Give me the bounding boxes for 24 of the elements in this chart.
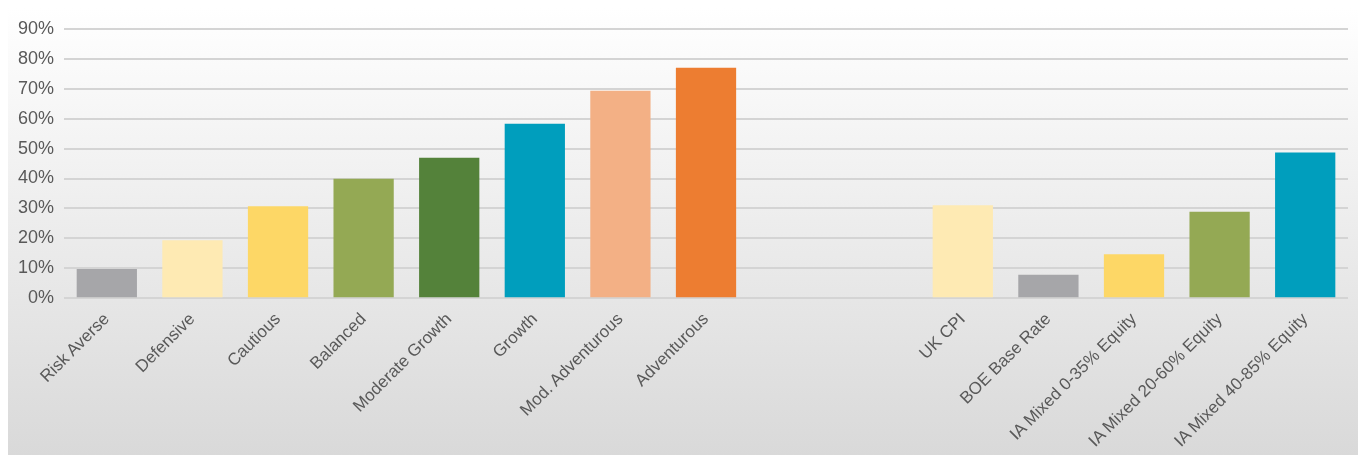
y-tick-label: 20% bbox=[18, 227, 55, 248]
y-tick-label: 40% bbox=[18, 167, 55, 188]
y-tick-label: 90% bbox=[18, 17, 55, 38]
y-tick-label: 50% bbox=[18, 137, 55, 158]
bar bbox=[76, 268, 137, 298]
bar bbox=[1018, 274, 1079, 298]
bar bbox=[504, 123, 565, 298]
y-tick-label: 30% bbox=[18, 197, 55, 218]
y-tick-label: 10% bbox=[18, 257, 55, 278]
bar bbox=[333, 178, 394, 298]
y-tick-label: 0% bbox=[28, 287, 55, 308]
y-tick-label: 70% bbox=[18, 77, 55, 98]
bar bbox=[675, 67, 737, 298]
bar bbox=[1103, 254, 1165, 298]
bar bbox=[932, 205, 993, 298]
bar bbox=[1275, 152, 1336, 298]
bar bbox=[162, 240, 223, 298]
bar bbox=[247, 206, 309, 298]
y-tick-label: 80% bbox=[18, 47, 55, 68]
bar bbox=[590, 90, 651, 298]
y-tick-label: 60% bbox=[18, 107, 55, 128]
bar bbox=[419, 157, 480, 298]
bar bbox=[1189, 211, 1250, 298]
x-tick-label: UK CPI bbox=[915, 309, 969, 363]
